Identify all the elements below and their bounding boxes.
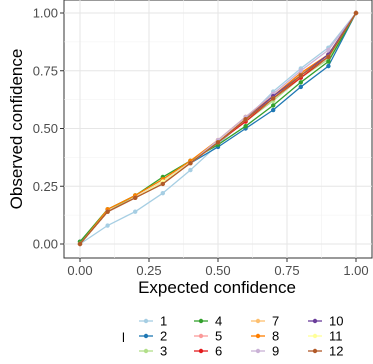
- x-axis-title: Expected confidence: [138, 278, 296, 297]
- data-point: [326, 59, 331, 64]
- legend-item-1: 1: [139, 314, 167, 329]
- data-point: [298, 73, 303, 78]
- data-point: [105, 209, 110, 214]
- legend-item-7: 7: [251, 314, 279, 329]
- data-point: [243, 123, 248, 129]
- y-tick-label: 1.00: [33, 6, 58, 21]
- data-point: [215, 140, 221, 145]
- legend-label: 12: [329, 344, 343, 359]
- data-point: [271, 96, 276, 101]
- data-point: [160, 181, 165, 187]
- legend-key-point: [143, 318, 149, 324]
- legend-label: 10: [329, 314, 343, 329]
- data-point: [271, 107, 276, 113]
- data-point: [298, 68, 303, 73]
- legend-item-10: 10: [308, 314, 343, 329]
- legend-label: 2: [160, 329, 167, 344]
- x-tick-label: 0.75: [274, 263, 299, 278]
- series-12: [77, 10, 359, 247]
- legend-key-point: [255, 348, 261, 354]
- data-point: [326, 63, 331, 69]
- legend-label: 8: [272, 329, 279, 344]
- legend-item-8: 8: [251, 329, 279, 344]
- legend-label: 6: [215, 344, 222, 359]
- data-point: [271, 103, 276, 108]
- legend-key-point: [312, 348, 318, 354]
- data-point: [133, 209, 138, 214]
- data-point: [77, 241, 83, 247]
- data-point: [105, 223, 110, 228]
- legend-label: 9: [272, 344, 279, 359]
- y-tick-label: 0.00: [33, 237, 58, 252]
- legend-item-11: 11: [308, 329, 343, 344]
- y-axis-title: Observed confidence: [7, 49, 26, 210]
- x-tick-label: 0.50: [205, 263, 230, 278]
- x-axis: 0.00 0.25 0.50 0.75 1.00: [67, 258, 369, 278]
- x-tick-label: 0.00: [67, 263, 92, 278]
- data-point: [298, 84, 303, 90]
- legend-key-point: [198, 333, 204, 339]
- legend-item-6: 6: [194, 344, 222, 359]
- y-tick-label: 0.25: [33, 179, 58, 194]
- legend-label: 11: [329, 329, 343, 344]
- data-point: [353, 10, 359, 16]
- legend-label: 7: [272, 314, 279, 329]
- legend-key-point: [312, 333, 318, 339]
- data-point: [133, 195, 138, 200]
- legend-key-point: [143, 333, 149, 339]
- legend-label: 1: [160, 314, 167, 329]
- legend-item-12: 12: [308, 344, 343, 359]
- data-point: [160, 190, 165, 196]
- legend-key-point: [143, 348, 149, 354]
- legend-key-point: [255, 333, 261, 339]
- major-gridlines: [64, 0, 372, 258]
- data-point: [326, 47, 331, 53]
- legend-label: 5: [215, 329, 222, 344]
- y-tick-label: 0.75: [33, 63, 58, 78]
- series-layer: [77, 10, 359, 247]
- legend-label: 3: [160, 344, 167, 359]
- legend-item-2: 2: [139, 329, 167, 344]
- legend-label: 4: [215, 314, 222, 329]
- legend-item-5: 5: [194, 329, 222, 344]
- y-axis: 0.00 0.25 0.50 0.75 1.00: [33, 6, 64, 252]
- legend-title: l: [122, 330, 125, 345]
- data-point: [326, 54, 331, 60]
- legend-item-9: 9: [251, 344, 279, 359]
- data-point: [243, 117, 248, 122]
- legend-item-3: 3: [139, 344, 167, 359]
- legend-key-point: [198, 348, 204, 354]
- legend-key-point: [198, 318, 204, 324]
- data-point: [188, 160, 193, 166]
- legend-key-point: [255, 318, 261, 324]
- data-point: [188, 167, 193, 173]
- x-tick-label: 1.00: [343, 263, 368, 278]
- data-point: [298, 80, 303, 85]
- legend-key-point: [312, 318, 318, 324]
- legend-item-4: 4: [194, 314, 222, 329]
- y-tick-label: 0.50: [33, 121, 58, 136]
- x-tick-label: 0.25: [136, 263, 161, 278]
